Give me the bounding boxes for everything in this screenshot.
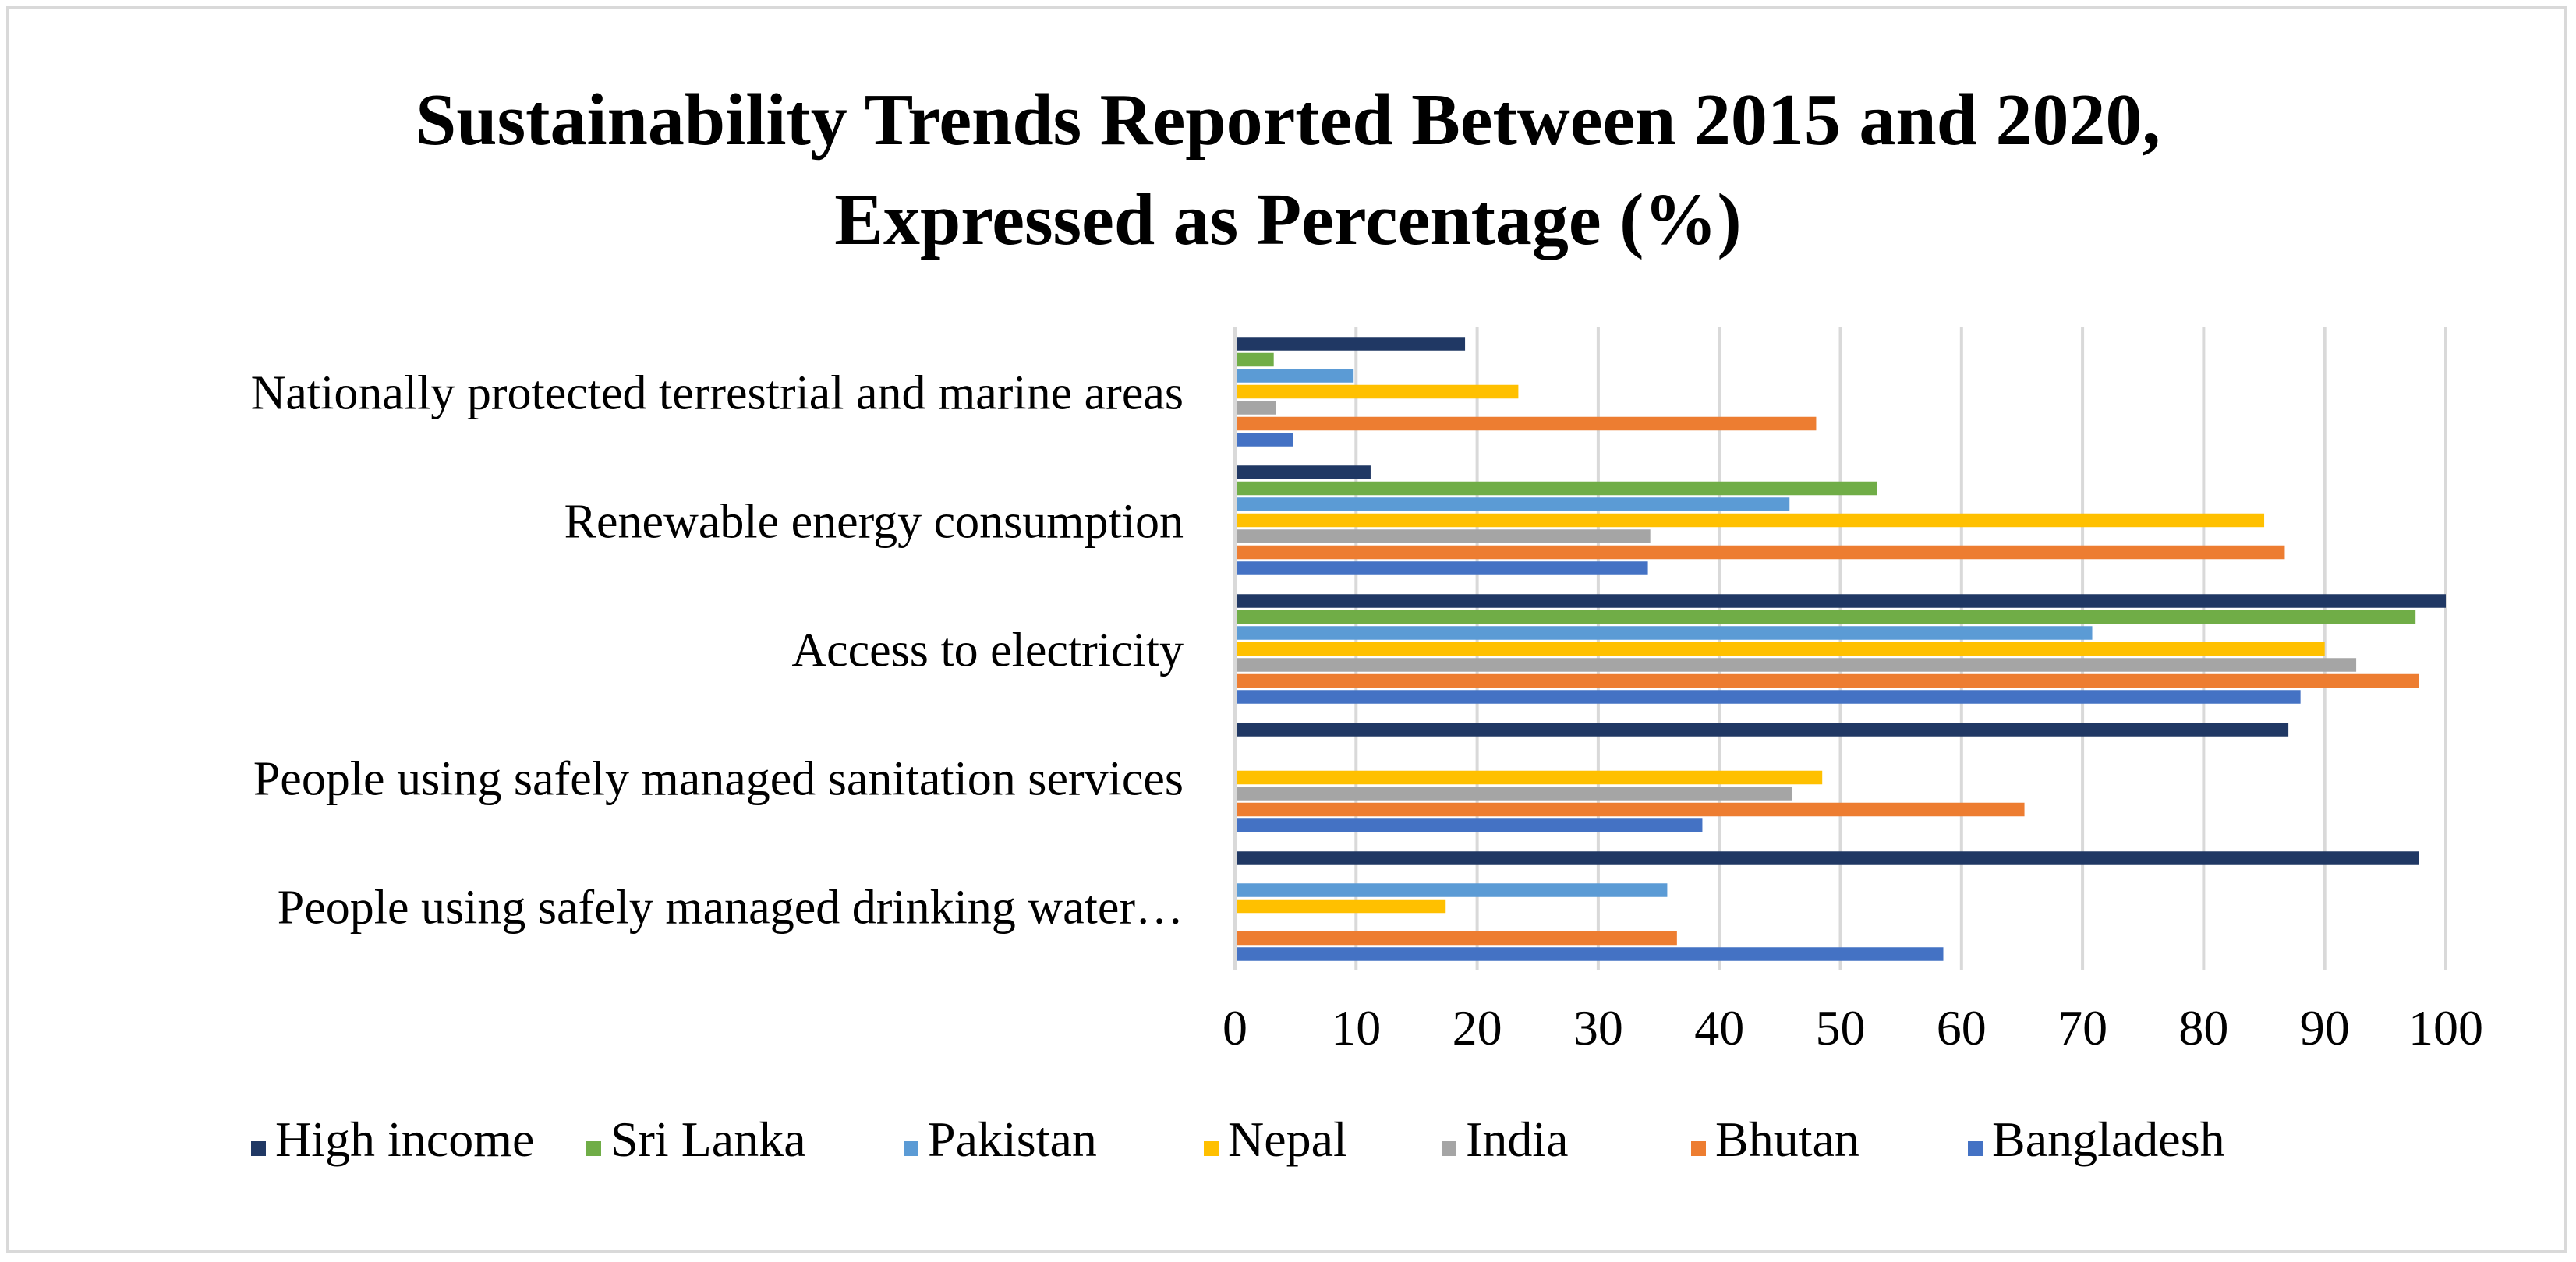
bar-bangladesh-3 xyxy=(1235,818,1703,832)
bar-pakistan-0 xyxy=(1235,369,1354,383)
bar-nepal-0 xyxy=(1235,384,1519,399)
legend-swatch-high-income xyxy=(251,1141,266,1156)
legend-label-sri-lanka: Sri Lanka xyxy=(610,1112,806,1167)
x-tick-label-7: 70 xyxy=(2058,1000,2107,1055)
x-tick-label-3: 30 xyxy=(1573,1000,1623,1055)
bar-bangladesh-1 xyxy=(1235,561,1648,575)
x-tick-label-1: 10 xyxy=(1331,1000,1381,1055)
bar-bhutan-2 xyxy=(1235,673,2419,688)
chart-title: Sustainability Trends Reported Between 2… xyxy=(416,80,2160,260)
bar-bhutan-0 xyxy=(1235,416,1817,431)
bar-bhutan-3 xyxy=(1235,802,2025,817)
category-label-2: Access to electricity xyxy=(791,624,1184,677)
legend-label-high-income: High income xyxy=(275,1112,534,1167)
category-label-0: Nationally protected terrestrial and mar… xyxy=(251,367,1184,420)
legend-swatch-india xyxy=(1442,1141,1456,1156)
x-tick-label-8: 80 xyxy=(2178,1000,2228,1055)
legend-swatch-pakistan xyxy=(904,1141,918,1156)
bar-sri-lanka-2 xyxy=(1235,610,2416,624)
bar-high-income-0 xyxy=(1235,337,1466,351)
x-tick-label-0: 0 xyxy=(1223,1000,1247,1055)
bar-bhutan-4 xyxy=(1235,931,1677,946)
bar-nepal-2 xyxy=(1235,642,2325,656)
legend-label-bhutan: Bhutan xyxy=(1715,1112,1859,1167)
x-tick-label-6: 60 xyxy=(1937,1000,1987,1055)
bar-high-income-4 xyxy=(1235,851,2419,865)
bar-high-income-2 xyxy=(1235,594,2446,608)
legend-label-pakistan: Pakistan xyxy=(928,1112,1097,1167)
bar-pakistan-4 xyxy=(1235,883,1668,897)
bar-india-0 xyxy=(1235,401,1276,415)
x-tick-label-10: 100 xyxy=(2408,1000,2483,1055)
x-tick-label-9: 90 xyxy=(2300,1000,2350,1055)
bar-nepal-4 xyxy=(1235,899,1446,914)
category-label-1: Renewable energy consumption xyxy=(564,496,1184,549)
bar-high-income-1 xyxy=(1235,465,1371,479)
legend-label-bangladesh: Bangladesh xyxy=(1992,1112,2225,1167)
bar-nepal-3 xyxy=(1235,770,1823,785)
x-tick-label-2: 20 xyxy=(1453,1000,1502,1055)
legend-swatch-bangladesh xyxy=(1968,1141,1983,1156)
x-tick-label-5: 50 xyxy=(1816,1000,1866,1055)
bar-pakistan-1 xyxy=(1235,497,1790,511)
bar-bangladesh-2 xyxy=(1235,690,2301,704)
bar-high-income-3 xyxy=(1235,723,2289,737)
legend-swatch-sri-lanka xyxy=(586,1141,601,1156)
bar-india-2 xyxy=(1235,658,2357,672)
bar-sri-lanka-1 xyxy=(1235,481,1877,496)
bar-sri-lanka-0 xyxy=(1235,352,1274,367)
bar-bhutan-1 xyxy=(1235,545,2285,560)
bar-india-1 xyxy=(1235,529,1651,543)
legend-swatch-nepal xyxy=(1204,1141,1219,1156)
bar-bangladesh-0 xyxy=(1235,433,1293,447)
bar-india-3 xyxy=(1235,787,1792,801)
category-label-3: People using safely managed sanitation s… xyxy=(253,753,1184,806)
legend-label-india: India xyxy=(1466,1112,1569,1167)
bar-nepal-1 xyxy=(1235,513,2265,528)
bar-pakistan-2 xyxy=(1235,626,2093,640)
legend-label-nepal: Nepal xyxy=(1228,1112,1347,1167)
x-tick-label-4: 40 xyxy=(1694,1000,1744,1055)
legend-swatch-bhutan xyxy=(1691,1141,1706,1156)
bar-bangladesh-4 xyxy=(1235,947,1944,961)
category-label-4: People using safely managed drinking wat… xyxy=(278,882,1184,935)
